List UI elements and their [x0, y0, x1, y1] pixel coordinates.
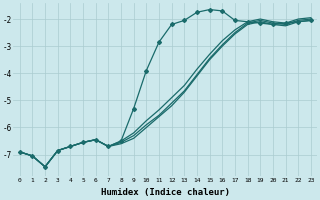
X-axis label: Humidex (Indice chaleur): Humidex (Indice chaleur) [101, 188, 230, 197]
